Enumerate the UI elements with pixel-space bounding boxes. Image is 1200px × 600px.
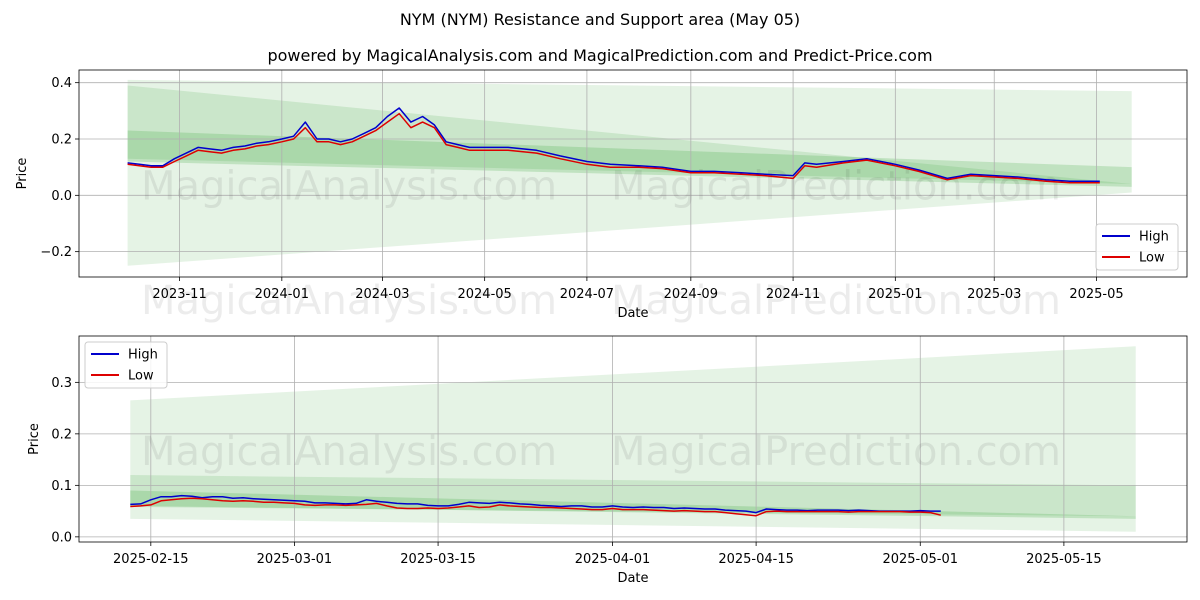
legend-label-low: Low <box>1139 251 1165 266</box>
x-tick-label: 2025-03-15 <box>400 552 476 567</box>
y-tick-label: 0.4 <box>51 76 72 91</box>
x-tick-label: 2024-07 <box>560 287 614 302</box>
band-1-2 <box>127 85 1132 185</box>
x-tick-label: 2023-11 <box>152 287 206 302</box>
x-tick-label: 2025-05-01 <box>882 552 958 567</box>
x-tick-label: 2024-03 <box>355 287 409 302</box>
x-axis-label: Date <box>617 306 648 321</box>
chart-subtitle: powered by MagicalAnalysis.com and Magic… <box>267 46 933 65</box>
x-tick-label: 2024-01 <box>255 287 309 302</box>
watermark: MagicalAnalysis.com <box>141 164 557 210</box>
x-tick-label: 2024-09 <box>664 287 718 302</box>
chart-title: NYM (NYM) Resistance and Support area (M… <box>399 10 801 29</box>
legend-label-high: High <box>1139 230 1169 245</box>
watermark: MagicalPrediction.com <box>611 429 1061 475</box>
y-tick-label: 0.2 <box>51 133 72 148</box>
watermark: MagicalAnalysis.com <box>141 278 557 324</box>
x-tick-label: 2025-03-01 <box>257 552 333 567</box>
series-line-low <box>127 112 1100 184</box>
y-tick-label: 0.3 <box>51 376 72 391</box>
legend-label-low: Low <box>128 369 154 384</box>
x-tick-label: 2025-02-15 <box>113 552 189 567</box>
y-tick-label: 0.0 <box>51 530 72 545</box>
legend-label-high: High <box>128 348 158 363</box>
x-axis-label: Date <box>617 571 648 586</box>
y-tick-label: 0.2 <box>51 427 72 442</box>
x-tick-label: 2025-03 <box>967 287 1021 302</box>
y-tick-label: −0.2 <box>40 245 72 260</box>
y-tick-label: 0.1 <box>51 479 72 494</box>
x-tick-label: 2024-05 <box>457 287 511 302</box>
plot-frame <box>78 69 1188 278</box>
x-tick-label: 2025-04-15 <box>718 552 794 567</box>
x-tick-label: 2025-04-01 <box>575 552 651 567</box>
y-tick-label: 0.0 <box>51 189 72 204</box>
series-line-high <box>130 494 941 514</box>
band-1-1 <box>127 79 1132 266</box>
x-tick-label: 2025-01 <box>868 287 922 302</box>
y-axis-label: Price <box>15 158 30 190</box>
x-tick-label: 2024-11 <box>766 287 820 302</box>
watermark: MagicalPrediction.com <box>611 278 1061 324</box>
band-1-3 <box>127 130 1132 187</box>
y-axis-label: Price <box>27 423 42 455</box>
watermark: MagicalAnalysis.com <box>141 429 557 475</box>
x-tick-label: 2025-05 <box>1069 287 1123 302</box>
series-line-low <box>130 497 941 517</box>
x-tick-label: 2025-05-15 <box>1026 552 1102 567</box>
plot-frame <box>78 335 1188 543</box>
series-line-high <box>127 107 1100 182</box>
